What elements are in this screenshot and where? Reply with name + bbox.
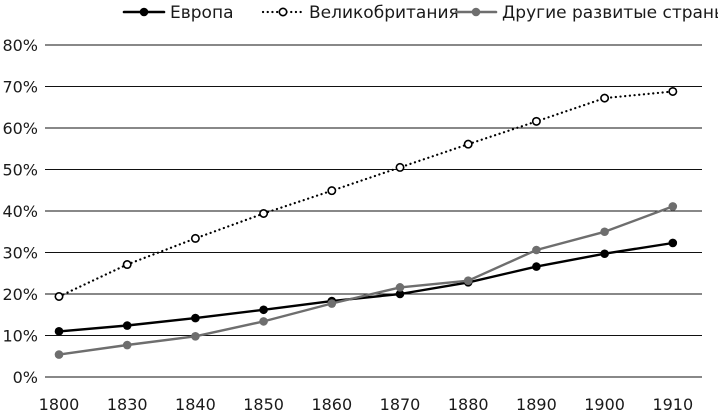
data-point xyxy=(600,249,609,259)
x-tick-label: 1910 xyxy=(652,395,693,410)
data-point xyxy=(259,305,268,315)
y-tick-label: 0% xyxy=(13,368,38,387)
series-0 xyxy=(54,238,678,336)
x-tick-label: 1860 xyxy=(311,395,352,410)
data-point xyxy=(395,283,405,292)
data-point xyxy=(668,238,678,248)
data-point xyxy=(395,162,405,172)
legend-label: Другие развитые страны xyxy=(502,3,718,23)
legend-item-2: Другие развитые страны xyxy=(454,3,718,23)
data-point xyxy=(191,313,200,323)
x-tick-label: 1800 xyxy=(39,395,80,410)
data-point xyxy=(463,276,473,286)
grid-lines xyxy=(45,44,702,378)
data-point xyxy=(122,321,132,330)
y-axis-labels: 0% 10% 20% 30% 40% 50% 60% 70% 80% xyxy=(2,36,38,387)
x-tick-label: 1830 xyxy=(107,395,148,410)
x-tick-label: 1880 xyxy=(448,395,489,410)
legend-swatch-marker xyxy=(471,7,481,17)
data-point xyxy=(531,116,541,126)
legend: Европа Великобритания Другие развитые стра… xyxy=(122,3,718,23)
y-tick-label: 80% xyxy=(2,36,38,55)
x-axis-labels: 1800 1830 1840 1850 1860 1870 1880 1890 1900 1910 xyxy=(39,395,694,410)
y-tick-label: 30% xyxy=(2,244,38,263)
legend-label: Великобритания xyxy=(309,3,459,23)
x-tick-label: 1870 xyxy=(380,395,421,410)
y-tick-label: 60% xyxy=(2,119,38,138)
series-line xyxy=(57,90,674,298)
data-point xyxy=(532,262,541,271)
data-point xyxy=(259,208,269,218)
data-point xyxy=(600,227,609,237)
data-point xyxy=(122,260,132,270)
legend-item-1: Великобритания xyxy=(261,3,459,23)
data-point xyxy=(600,93,610,103)
data-point xyxy=(668,86,678,96)
y-tick-label: 70% xyxy=(2,78,38,97)
series-line xyxy=(57,241,674,333)
x-tick-label: 1850 xyxy=(243,395,284,410)
series-group xyxy=(54,86,678,359)
data-point xyxy=(54,291,64,301)
data-point xyxy=(395,289,405,299)
data-point xyxy=(190,233,200,243)
legend-swatch-marker xyxy=(278,7,288,17)
data-point xyxy=(327,186,337,196)
series-2 xyxy=(54,202,678,359)
data-point xyxy=(532,245,541,255)
y-tick-label: 50% xyxy=(2,161,38,180)
data-point xyxy=(668,202,678,211)
data-point xyxy=(259,317,268,326)
data-point xyxy=(54,327,64,336)
y-tick-label: 10% xyxy=(2,327,38,346)
y-tick-label: 20% xyxy=(2,285,38,304)
data-point xyxy=(54,350,64,359)
legend-swatch-marker xyxy=(139,7,149,17)
x-tick-label: 1840 xyxy=(175,395,216,410)
data-point xyxy=(327,299,337,308)
y-tick-label: 40% xyxy=(2,202,38,221)
legend-item-0: Европа xyxy=(122,3,233,23)
x-tick-label: 1890 xyxy=(516,395,557,410)
x-tick-label: 1900 xyxy=(584,395,625,410)
series-1 xyxy=(54,86,678,301)
data-point xyxy=(122,340,132,350)
data-point xyxy=(191,332,200,341)
data-point xyxy=(463,139,473,149)
series-line xyxy=(57,205,674,356)
legend-label: Европа xyxy=(170,3,233,23)
